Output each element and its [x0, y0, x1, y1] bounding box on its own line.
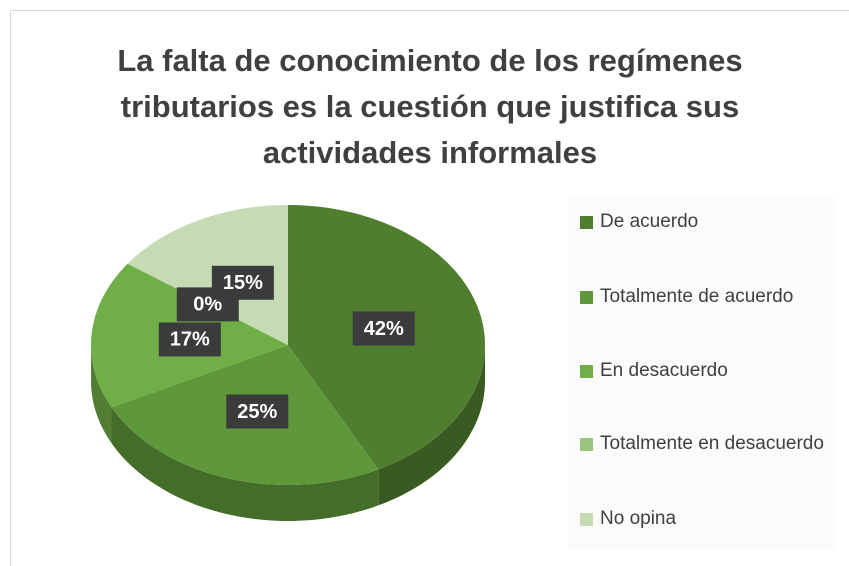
data-label-box — [352, 311, 415, 346]
data-label-box — [158, 322, 221, 357]
pie-side — [111, 407, 379, 521]
data-label: 17% — [170, 329, 210, 351]
data-label: 15% — [223, 272, 263, 294]
data-label: 25% — [237, 401, 277, 423]
pie-side — [91, 345, 112, 444]
chart-title: actividades informales — [263, 135, 597, 170]
legend-swatch — [580, 216, 593, 229]
legend-swatch — [580, 365, 593, 378]
data-label-box — [211, 265, 274, 300]
legend-label: De acuerdo — [600, 211, 698, 232]
legend-swatch — [580, 291, 593, 304]
legend-swatch — [580, 438, 593, 451]
legend-label: Totalmente en desacuerdo — [600, 433, 824, 454]
legend-swatch — [580, 513, 593, 526]
pie-slice — [127, 205, 288, 345]
legend-label: En desacuerdo — [600, 360, 728, 381]
chart-title: La falta de conocimiento de los regímene… — [117, 43, 742, 78]
data-label: 42% — [364, 318, 404, 340]
pie-side — [378, 345, 485, 506]
data-label-box — [226, 394, 289, 429]
chart-title: tributarios es la cuestión que justifica… — [121, 89, 739, 124]
legend-label: No opina — [600, 508, 676, 529]
legend-box — [568, 198, 836, 550]
legend-label: Totalmente de acuerdo — [600, 286, 793, 307]
